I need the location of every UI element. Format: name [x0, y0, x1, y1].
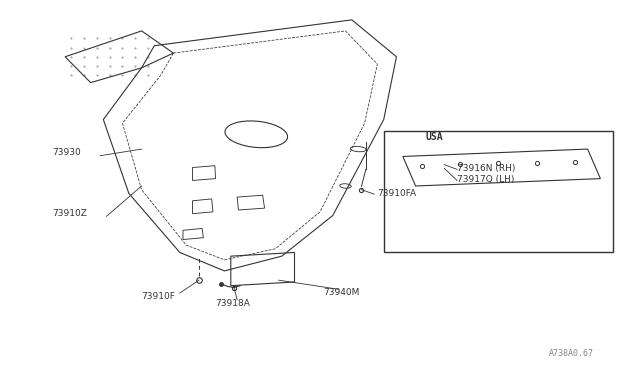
Text: 73918A: 73918A [215, 299, 250, 308]
Text: 73930: 73930 [52, 148, 81, 157]
Text: A738A0.67: A738A0.67 [549, 349, 594, 358]
Text: 73940M: 73940M [323, 288, 360, 297]
Text: 73910Z: 73910Z [52, 209, 87, 218]
Text: 73917Q (LH): 73917Q (LH) [457, 175, 515, 184]
Text: 73910FA: 73910FA [378, 189, 417, 198]
Text: 73910F: 73910F [141, 292, 175, 301]
Text: 73916N (RH): 73916N (RH) [457, 164, 515, 173]
Text: USA: USA [425, 132, 443, 142]
